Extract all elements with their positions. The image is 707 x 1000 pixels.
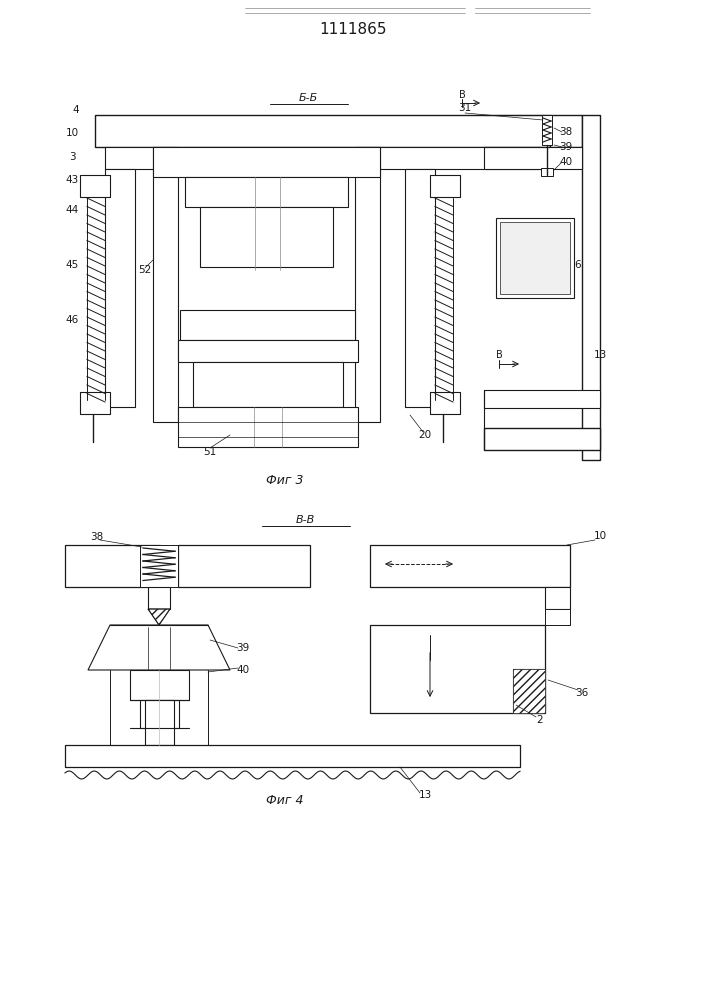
Bar [545,587,570,609]
Bar [484,428,600,450]
Bar [140,545,178,587]
Bar [95,115,550,147]
Bar [130,670,189,700]
Text: 39: 39 [559,142,573,152]
Bar [370,545,570,587]
Bar [80,175,110,197]
Bar [484,390,600,408]
Text: 1111865: 1111865 [320,22,387,37]
Text: 3: 3 [69,152,76,162]
Text: 6: 6 [575,260,581,270]
Text: 40: 40 [236,665,250,675]
Polygon shape [88,625,230,670]
Bar [65,745,520,767]
Text: 52: 52 [139,265,151,275]
Text: 44: 44 [65,205,78,215]
Text: Б-Б: Б-Б [298,93,317,103]
Text: 10: 10 [66,128,78,138]
Text: 38: 38 [90,532,104,542]
Text: 2: 2 [537,715,543,725]
Bar [582,115,600,460]
Text: 31: 31 [458,103,472,113]
Bar [180,310,355,340]
Bar [65,745,520,767]
Bar [513,669,545,713]
Text: 13: 13 [593,350,607,360]
Bar [500,222,570,294]
Bar [178,407,358,447]
Text: 51: 51 [204,447,216,457]
Text: Фиг 3: Фиг 3 [267,474,304,487]
Bar [430,175,460,197]
Text: 4: 4 [73,105,79,115]
Bar [185,177,348,207]
Bar [370,625,545,713]
Bar [140,700,179,728]
Bar [80,392,110,414]
Bar [430,175,460,197]
Bar [105,169,135,407]
Bar [484,147,582,169]
Bar [405,169,435,407]
Text: 10: 10 [593,531,607,541]
Text: Фиг 4: Фиг 4 [267,794,304,806]
Bar [355,147,380,422]
Bar [153,147,178,422]
Bar [542,115,552,145]
Bar [148,587,170,609]
Bar [178,545,310,587]
Text: 13: 13 [419,790,432,800]
Bar [178,340,358,362]
Text: 20: 20 [419,430,431,440]
Bar [105,169,135,407]
Text: 40: 40 [559,157,573,167]
Bar [430,392,460,414]
Text: 38: 38 [559,127,573,137]
Bar [545,609,570,625]
Text: 43: 43 [65,175,78,185]
Bar [370,545,570,587]
Bar [355,147,380,422]
Bar [484,390,600,408]
Bar [484,428,600,450]
Bar [545,609,570,625]
Bar [370,625,545,713]
Bar [193,362,343,407]
Bar [153,147,380,177]
Text: 36: 36 [575,688,589,698]
Bar [80,392,110,414]
Bar [582,115,600,460]
Bar [513,669,545,713]
Polygon shape [148,609,170,625]
Bar [496,218,574,298]
Bar [105,147,540,169]
Bar [178,545,310,587]
Bar [65,545,160,587]
Text: 45: 45 [65,260,78,270]
Bar [95,115,550,147]
Bar [405,169,435,407]
Text: B: B [496,350,503,360]
Text: 46: 46 [65,315,78,325]
Text: В-В: В-В [296,515,315,525]
Bar [148,587,170,609]
Bar [200,207,333,267]
Bar [105,147,540,169]
Bar [153,147,178,422]
Bar [80,175,110,197]
Text: B: B [459,90,465,100]
Bar [153,147,380,177]
Text: 39: 39 [236,643,250,653]
Bar [545,587,570,609]
Bar [430,392,460,414]
Bar [484,147,582,169]
Bar [550,115,582,147]
Bar [541,168,553,176]
Bar [550,115,582,147]
Bar [65,545,160,587]
Bar [145,700,174,745]
